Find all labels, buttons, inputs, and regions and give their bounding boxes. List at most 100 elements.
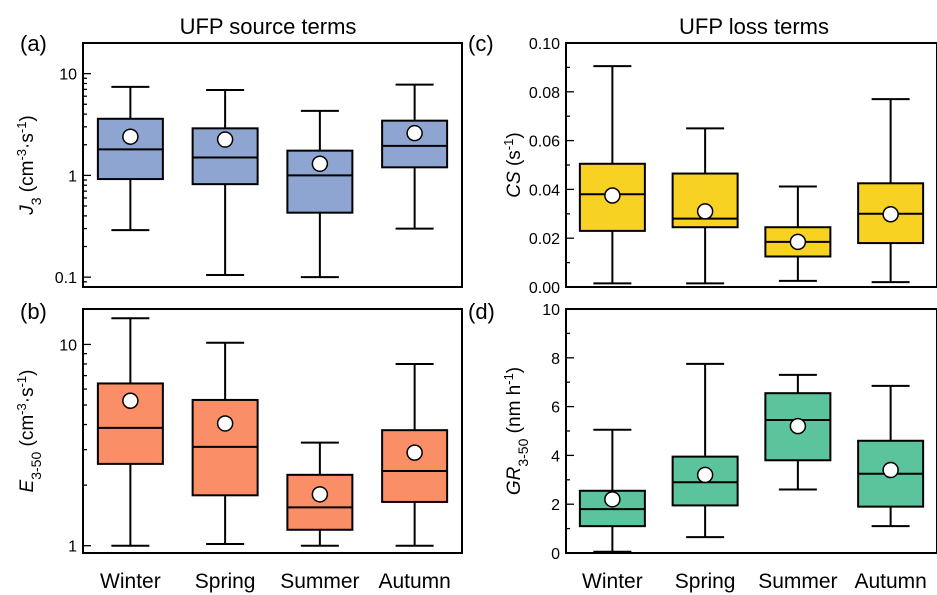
- y-axis-label: GR3-50 (nm h-1): [501, 367, 532, 495]
- y-label-superscript: -3: [14, 403, 29, 415]
- y-tick-label: 10: [542, 302, 560, 319]
- y-label-unit-mid: ·s: [17, 387, 38, 403]
- y-label-superscript: -1: [14, 122, 29, 134]
- box-spring: [671, 362, 739, 539]
- y-label-subscript: 3-50: [28, 452, 44, 480]
- x-category-label: Winter: [582, 570, 643, 593]
- mean-marker: [311, 155, 329, 173]
- y-tick-label: 2: [551, 497, 560, 514]
- y-tick-label: 0.08: [529, 85, 560, 102]
- box-winter: [578, 428, 646, 553]
- y-tick-label: 0.02: [529, 231, 560, 248]
- mean-marker: [122, 128, 139, 145]
- y-label-symbol: J: [17, 205, 38, 216]
- y-label-unit-end: ): [504, 132, 525, 138]
- panel-label: (b): [20, 299, 47, 324]
- panel-title: UFP source terms: [180, 14, 357, 39]
- iqr-box: [381, 429, 449, 503]
- y-label-unit-end: ): [17, 370, 38, 376]
- box-winter: [578, 65, 646, 285]
- y-label-symbol: CS: [504, 171, 525, 198]
- box-autumn: [381, 362, 449, 547]
- box-summer: [764, 185, 832, 282]
- y-label-unit: (cm: [17, 415, 38, 452]
- y-tick-label: 0.1: [55, 270, 77, 287]
- panel-label: (d): [468, 299, 495, 324]
- mean-marker: [216, 415, 234, 432]
- box-autumn: [857, 98, 925, 284]
- x-category-label: Autumn: [378, 570, 450, 593]
- box-spring: [191, 89, 259, 276]
- y-tick-label: 4: [551, 448, 560, 465]
- y-label-superscript: -1: [14, 376, 29, 388]
- mean-marker: [216, 131, 234, 148]
- y-label-subscript: 3: [28, 197, 44, 205]
- y-tick-label: 10: [59, 337, 77, 354]
- y-label-unit-mid: ·s: [17, 133, 38, 149]
- y-label-unit: (cm: [17, 161, 38, 198]
- panel-c: (c) UFP loss terms 0.00 0.02 0.04 0.06 0.08 0.1…: [468, 14, 937, 297]
- mean-marker: [406, 124, 423, 142]
- x-category-label: Summer: [758, 570, 837, 593]
- y-ticks: 0.1 1 10: [55, 42, 91, 288]
- box-spring: [191, 341, 259, 545]
- plot-frame: [565, 308, 937, 554]
- y-tick-label: 10: [59, 67, 77, 84]
- y-label-superscript: -3: [14, 149, 29, 161]
- box-summer: [286, 441, 354, 547]
- box-autumn: [857, 384, 925, 528]
- y-label-unit: (nm h: [504, 385, 525, 439]
- y-ticks: 0.00 0.02 0.04 0.06 0.08 0.10: [529, 36, 574, 297]
- iqr-box: [381, 119, 449, 169]
- plot-frame: [565, 42, 937, 288]
- box-winter: [96, 85, 164, 232]
- y-tick-label: 0.04: [529, 182, 560, 199]
- y-ticks: 0 2 4 6 8 10: [542, 302, 574, 563]
- y-axis-label: E3-50 (cm-3·s-1): [14, 370, 45, 493]
- y-label-subscript: 3-50: [515, 438, 531, 466]
- panel-a: (a) UFP source terms 0.1 1 10 J3 (cm-3·s-1): [14, 14, 463, 288]
- y-label-unit-end: ): [17, 115, 38, 121]
- mean-marker: [789, 417, 807, 435]
- mean-marker: [311, 486, 329, 503]
- y-label-symbol: E: [17, 479, 38, 492]
- x-category-label: Spring: [195, 570, 256, 593]
- x-category-label: Summer: [280, 570, 359, 593]
- box-winter: [96, 317, 164, 547]
- box-spring: [671, 127, 739, 285]
- mean-marker: [122, 392, 139, 410]
- mean-marker: [882, 461, 899, 479]
- y-tick-label: 1: [68, 168, 77, 185]
- panel-label: (a): [20, 31, 47, 56]
- y-label-superscript: -1: [501, 139, 516, 151]
- plot-frame: [82, 308, 463, 554]
- y-axis-label: J3 (cm-3·s-1): [14, 115, 45, 216]
- y-axis-label: CS (s-1): [501, 132, 526, 197]
- y-tick-label: 6: [551, 400, 560, 417]
- x-category-label: Winter: [100, 570, 161, 593]
- x-category-label: Spring: [675, 570, 736, 593]
- y-tick-label: 1: [68, 539, 77, 556]
- mean-marker: [882, 206, 899, 223]
- panel-title: UFP loss terms: [679, 14, 829, 39]
- y-label-superscript: -1: [501, 373, 516, 385]
- y-tick-label: 0.06: [529, 134, 560, 151]
- mean-marker: [604, 187, 621, 204]
- mean-marker: [406, 444, 423, 461]
- box-summer: [764, 373, 832, 491]
- y-tick-label: 0: [551, 546, 560, 563]
- x-category-label: Autumn: [854, 570, 926, 593]
- y-ticks: 1 10: [59, 337, 91, 556]
- y-label-unit-end: ): [504, 367, 525, 373]
- mean-marker: [696, 466, 714, 484]
- box-autumn: [381, 83, 449, 230]
- mean-marker: [789, 233, 807, 251]
- panel-d: (d) 0 2 4 6 8 10 Winter Spring Summer Autumn GR3-50…: [468, 299, 937, 593]
- mean-marker: [604, 491, 621, 508]
- panel-label: (c): [468, 31, 494, 56]
- plot-frame: [82, 42, 463, 288]
- y-label-unit: (s: [504, 150, 525, 171]
- mean-marker: [696, 203, 714, 220]
